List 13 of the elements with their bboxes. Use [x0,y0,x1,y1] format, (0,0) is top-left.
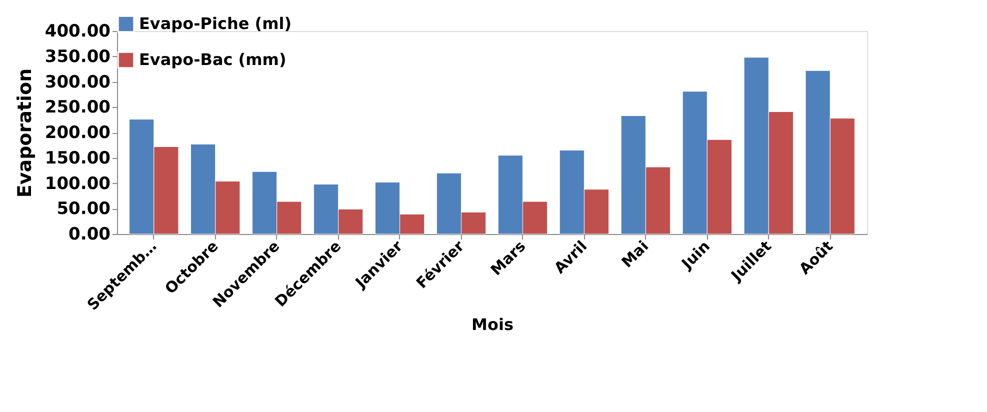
y-tick-label: 0.00 [68,224,111,244]
y-tick-label: 50.00 [56,199,111,220]
y-tick-label: 200.00 [44,123,111,143]
legend-label: Evapo-Bac (mm) [139,50,286,69]
x-axis-title: Mois [472,315,514,334]
y-tick-label: 300.00 [44,72,111,92]
legend-label: Evapo-Piche (ml) [139,14,292,33]
y-tick-label: 350.00 [44,46,111,67]
y-tick-label: 400.00 [44,22,111,42]
y-tick-label: 150.00 [44,148,111,168]
y-tick-label: 100.00 [44,174,111,194]
y-axis-title: Evaporation [14,68,36,198]
y-tick-label: 250.00 [44,98,111,118]
